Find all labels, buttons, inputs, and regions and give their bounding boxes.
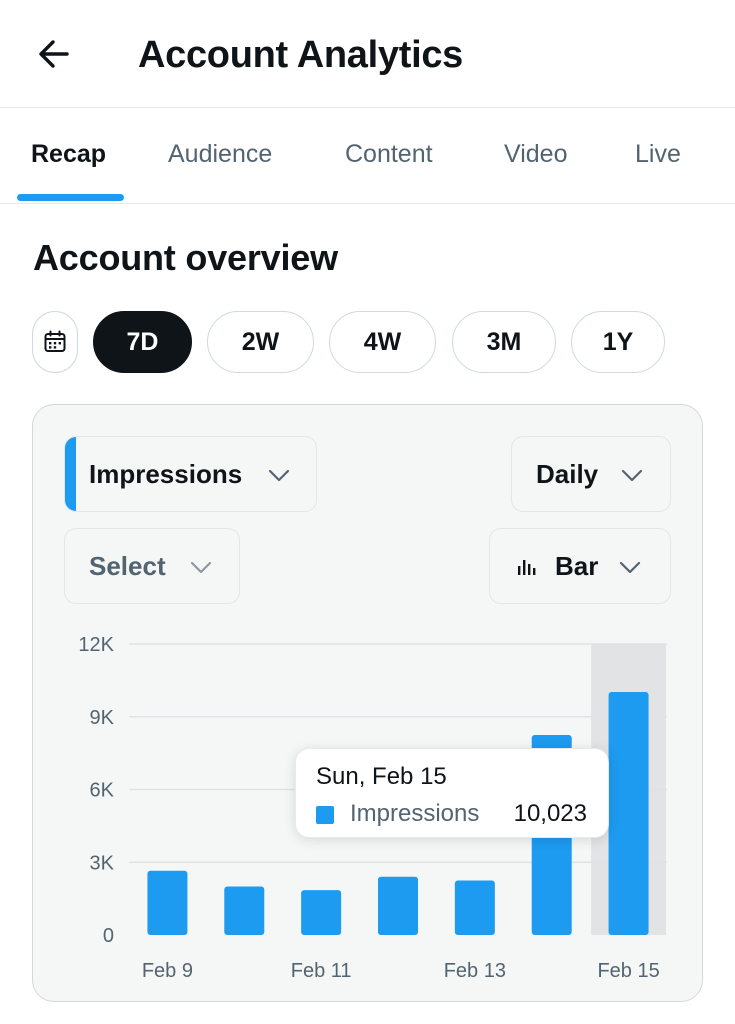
tab-audience[interactable]: Audience xyxy=(168,140,273,168)
section-title: Account overview xyxy=(33,237,338,278)
active-tab-indicator xyxy=(17,194,124,201)
range-7d-button[interactable]: 7D xyxy=(93,311,192,373)
range-2w-button[interactable]: 2W xyxy=(207,311,314,373)
arrow-left-icon xyxy=(39,40,69,68)
tooltip-value: 10,023 xyxy=(513,800,587,827)
bar-feb-9[interactable] xyxy=(147,870,188,935)
range-4w-button[interactable]: 4W xyxy=(329,311,436,373)
tooltip-series-name: Impressions xyxy=(350,800,480,827)
bar-feb-10[interactable] xyxy=(224,886,265,936)
x-tick-label: Feb 15 xyxy=(597,960,659,982)
x-tick-label: Feb 11 xyxy=(291,960,352,982)
compare-dropdown-label: Select xyxy=(89,550,166,581)
calendar-icon xyxy=(44,330,66,352)
page-title: Account Analytics xyxy=(138,34,464,76)
y-tick-label: 0 xyxy=(103,925,114,947)
bar-feb-13[interactable] xyxy=(454,880,495,935)
chevron-down-icon xyxy=(190,561,212,574)
metric-color-indicator xyxy=(65,437,76,511)
tab-video[interactable]: Video xyxy=(504,140,568,168)
interval-dropdown-label: Daily xyxy=(536,458,599,489)
tab-recap[interactable]: Recap xyxy=(31,140,107,168)
tab-content[interactable]: Content xyxy=(345,140,433,168)
header: Account Analytics xyxy=(0,0,735,108)
tab-bar: Recap Audience Content Video Live xyxy=(0,108,735,204)
y-tick-label: 3K xyxy=(90,852,115,874)
calendar-button[interactable] xyxy=(32,311,78,373)
y-tick-label: 9K xyxy=(90,707,115,729)
chevron-down-icon xyxy=(268,469,290,482)
range-1y-button[interactable]: 1Y xyxy=(571,311,665,373)
metric-dropdown[interactable]: Impressions xyxy=(64,436,317,512)
date-range-selector: 7D 2W 4W 3M 1Y xyxy=(0,311,735,373)
metric-dropdown-label: Impressions xyxy=(89,458,243,489)
chevron-down-icon xyxy=(619,561,641,574)
back-button[interactable] xyxy=(32,32,76,76)
y-tick-label: 12K xyxy=(78,634,114,656)
x-tick-label: Feb 9 xyxy=(142,960,193,982)
chart-type-dropdown-label: Bar xyxy=(555,550,599,581)
interval-dropdown[interactable]: Daily xyxy=(511,436,671,512)
bar-feb-12[interactable] xyxy=(378,876,418,935)
bar-feb-15[interactable] xyxy=(608,691,649,935)
chevron-down-icon xyxy=(621,469,643,482)
tab-live[interactable]: Live xyxy=(635,140,681,168)
chart-tooltip: Sun, Feb 15 Impressions 10,023 xyxy=(295,748,609,838)
range-3m-button[interactable]: 3M xyxy=(452,311,556,373)
bar-chart-icon xyxy=(518,560,536,575)
tooltip-date: Sun, Feb 15 xyxy=(316,763,447,790)
compare-dropdown[interactable]: Select xyxy=(64,528,240,604)
y-tick-label: 6K xyxy=(90,780,115,802)
tooltip-series-swatch xyxy=(316,806,334,824)
bar-feb-11[interactable] xyxy=(301,890,342,935)
x-tick-label: Feb 13 xyxy=(444,960,506,982)
chart-type-dropdown[interactable]: Bar xyxy=(489,528,671,604)
